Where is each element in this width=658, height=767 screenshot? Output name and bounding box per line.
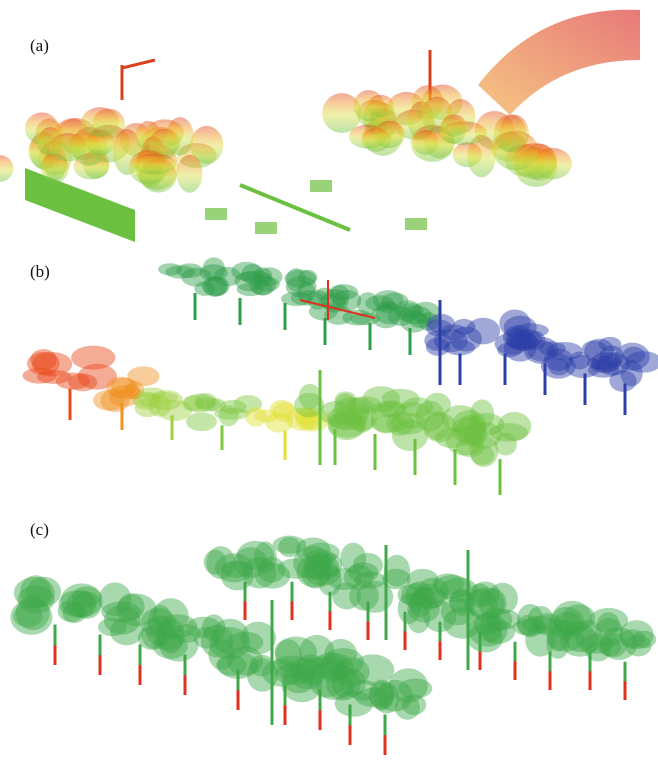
arch xyxy=(478,10,640,115)
crown xyxy=(253,267,272,287)
crown xyxy=(609,370,636,392)
point-cloud-art xyxy=(0,0,658,767)
crown xyxy=(132,154,176,175)
crown xyxy=(68,373,97,391)
crown xyxy=(66,590,96,618)
crown xyxy=(140,608,176,637)
crown xyxy=(10,600,52,635)
crown xyxy=(441,114,466,136)
crown xyxy=(541,354,576,379)
crown xyxy=(469,435,498,467)
car xyxy=(255,222,277,234)
crown xyxy=(0,155,13,182)
crown xyxy=(398,679,432,699)
crown xyxy=(206,546,235,579)
crown xyxy=(351,408,374,433)
crown xyxy=(110,618,143,646)
crown xyxy=(471,581,500,605)
panel-label: (a) xyxy=(30,36,49,56)
crown xyxy=(127,366,159,386)
crown xyxy=(355,688,393,707)
car xyxy=(405,218,427,230)
crown xyxy=(357,581,394,613)
crown xyxy=(466,318,500,345)
crown xyxy=(208,639,234,670)
crown xyxy=(254,409,277,422)
panel-label: (c) xyxy=(30,520,49,540)
crown xyxy=(367,95,394,117)
crown xyxy=(348,562,379,583)
crown xyxy=(254,541,277,573)
crown xyxy=(517,604,544,637)
crown xyxy=(581,634,613,654)
panel-label: (b) xyxy=(30,262,50,282)
crown xyxy=(177,155,203,193)
crown xyxy=(468,413,504,436)
car xyxy=(310,180,332,192)
crown xyxy=(512,143,557,179)
crown xyxy=(374,121,405,148)
crown xyxy=(194,393,216,410)
crown xyxy=(620,629,645,648)
crown xyxy=(297,281,315,303)
crown xyxy=(186,412,217,431)
crown xyxy=(474,614,500,635)
crown xyxy=(425,411,449,441)
crown xyxy=(166,117,194,155)
crown xyxy=(308,662,345,698)
crown xyxy=(81,107,119,137)
crown xyxy=(148,395,171,417)
crown xyxy=(444,340,475,356)
crown xyxy=(407,603,430,634)
crown xyxy=(153,633,188,659)
figure: (a) (b) (c) xyxy=(0,0,658,767)
crown xyxy=(590,359,618,373)
crown xyxy=(388,306,415,326)
pole xyxy=(122,60,155,68)
crown xyxy=(158,263,182,275)
crown xyxy=(384,555,410,587)
crown xyxy=(32,352,72,377)
car xyxy=(205,208,227,220)
